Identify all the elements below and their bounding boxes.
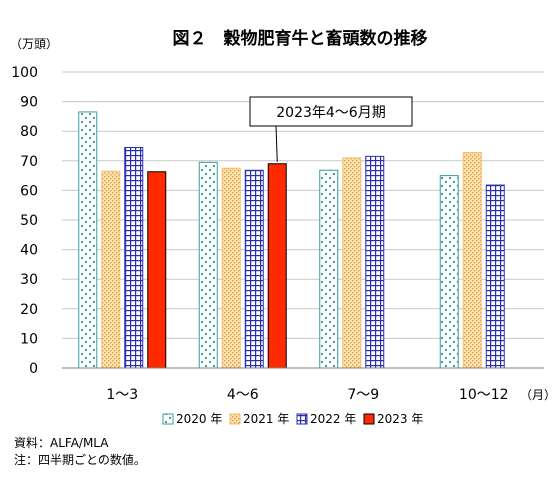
legend-label: 2021 年 xyxy=(243,412,289,426)
y-tick-label: 70 xyxy=(20,154,38,170)
annotation: 2023年4〜6月期 xyxy=(249,96,413,162)
x-tick-label: 4〜6 xyxy=(227,387,259,403)
y-tick-label: 100 xyxy=(11,65,38,81)
x-tick-label: 7〜9 xyxy=(347,387,379,403)
bar-2021年-1 xyxy=(221,167,241,369)
chart-title: 図２ 穀物肥育牛と畜頭数の推移 xyxy=(173,28,428,49)
bar-2021年-2 xyxy=(342,157,362,369)
bar-2022年-3 xyxy=(485,184,505,369)
legend-swatch xyxy=(296,413,308,425)
y-tick-labels: 0 10 20 30 40 50 60 70 80 90 100 xyxy=(11,65,38,377)
bar-2020年-2 xyxy=(319,169,339,369)
y-axis-label: （万頭） xyxy=(10,37,58,51)
legend-swatch xyxy=(363,413,375,425)
x-tick-labels: 1〜3 4〜6 7〜9 10〜12 xyxy=(106,387,508,403)
footnote: 注：四半期ごとの数値。 xyxy=(14,453,146,467)
y-tick-label: 90 xyxy=(20,95,38,111)
x-tick-label: 10〜12 xyxy=(459,387,509,403)
x-tick-label: 1〜3 xyxy=(106,387,138,403)
bar-2023年-1 xyxy=(267,163,287,369)
bar-2022年-0 xyxy=(124,146,144,369)
bar-2023年-0 xyxy=(147,171,167,369)
y-tick-label: 80 xyxy=(20,124,38,140)
x-axis-label: （月） xyxy=(520,388,556,402)
legend: 2020 年 2021 年 2022 年 2023 年 xyxy=(162,412,423,426)
bar-2022年-1 xyxy=(244,169,264,369)
y-tick-label: 30 xyxy=(20,272,38,288)
legend-label: 2020 年 xyxy=(176,412,222,426)
annotation-label: 2023年4〜6月期 xyxy=(276,105,385,121)
bars xyxy=(78,111,505,369)
annotation-leader xyxy=(275,125,278,162)
legend-swatch xyxy=(162,413,174,425)
bar-2022年-2 xyxy=(365,155,385,369)
y-tick-label: 10 xyxy=(20,331,38,347)
annotation-box xyxy=(249,96,413,127)
y-tick-label: 0 xyxy=(29,361,38,377)
y-tick-label: 40 xyxy=(20,243,38,259)
bar-2021年-0 xyxy=(101,170,121,369)
bar-2021年-3 xyxy=(462,152,482,369)
legend-label: 2023 年 xyxy=(377,412,423,426)
bar-2020年-0 xyxy=(78,111,98,369)
y-tick-label: 60 xyxy=(20,183,38,199)
bar-2020年-3 xyxy=(439,175,459,369)
bar-2020年-1 xyxy=(198,161,218,369)
legend-label: 2022 年 xyxy=(310,412,356,426)
y-tick-label: 20 xyxy=(20,302,38,318)
y-tick-label: 50 xyxy=(20,213,38,229)
legend-swatch xyxy=(229,413,241,425)
source-note: 資料：ALFA/MLA xyxy=(14,436,109,450)
